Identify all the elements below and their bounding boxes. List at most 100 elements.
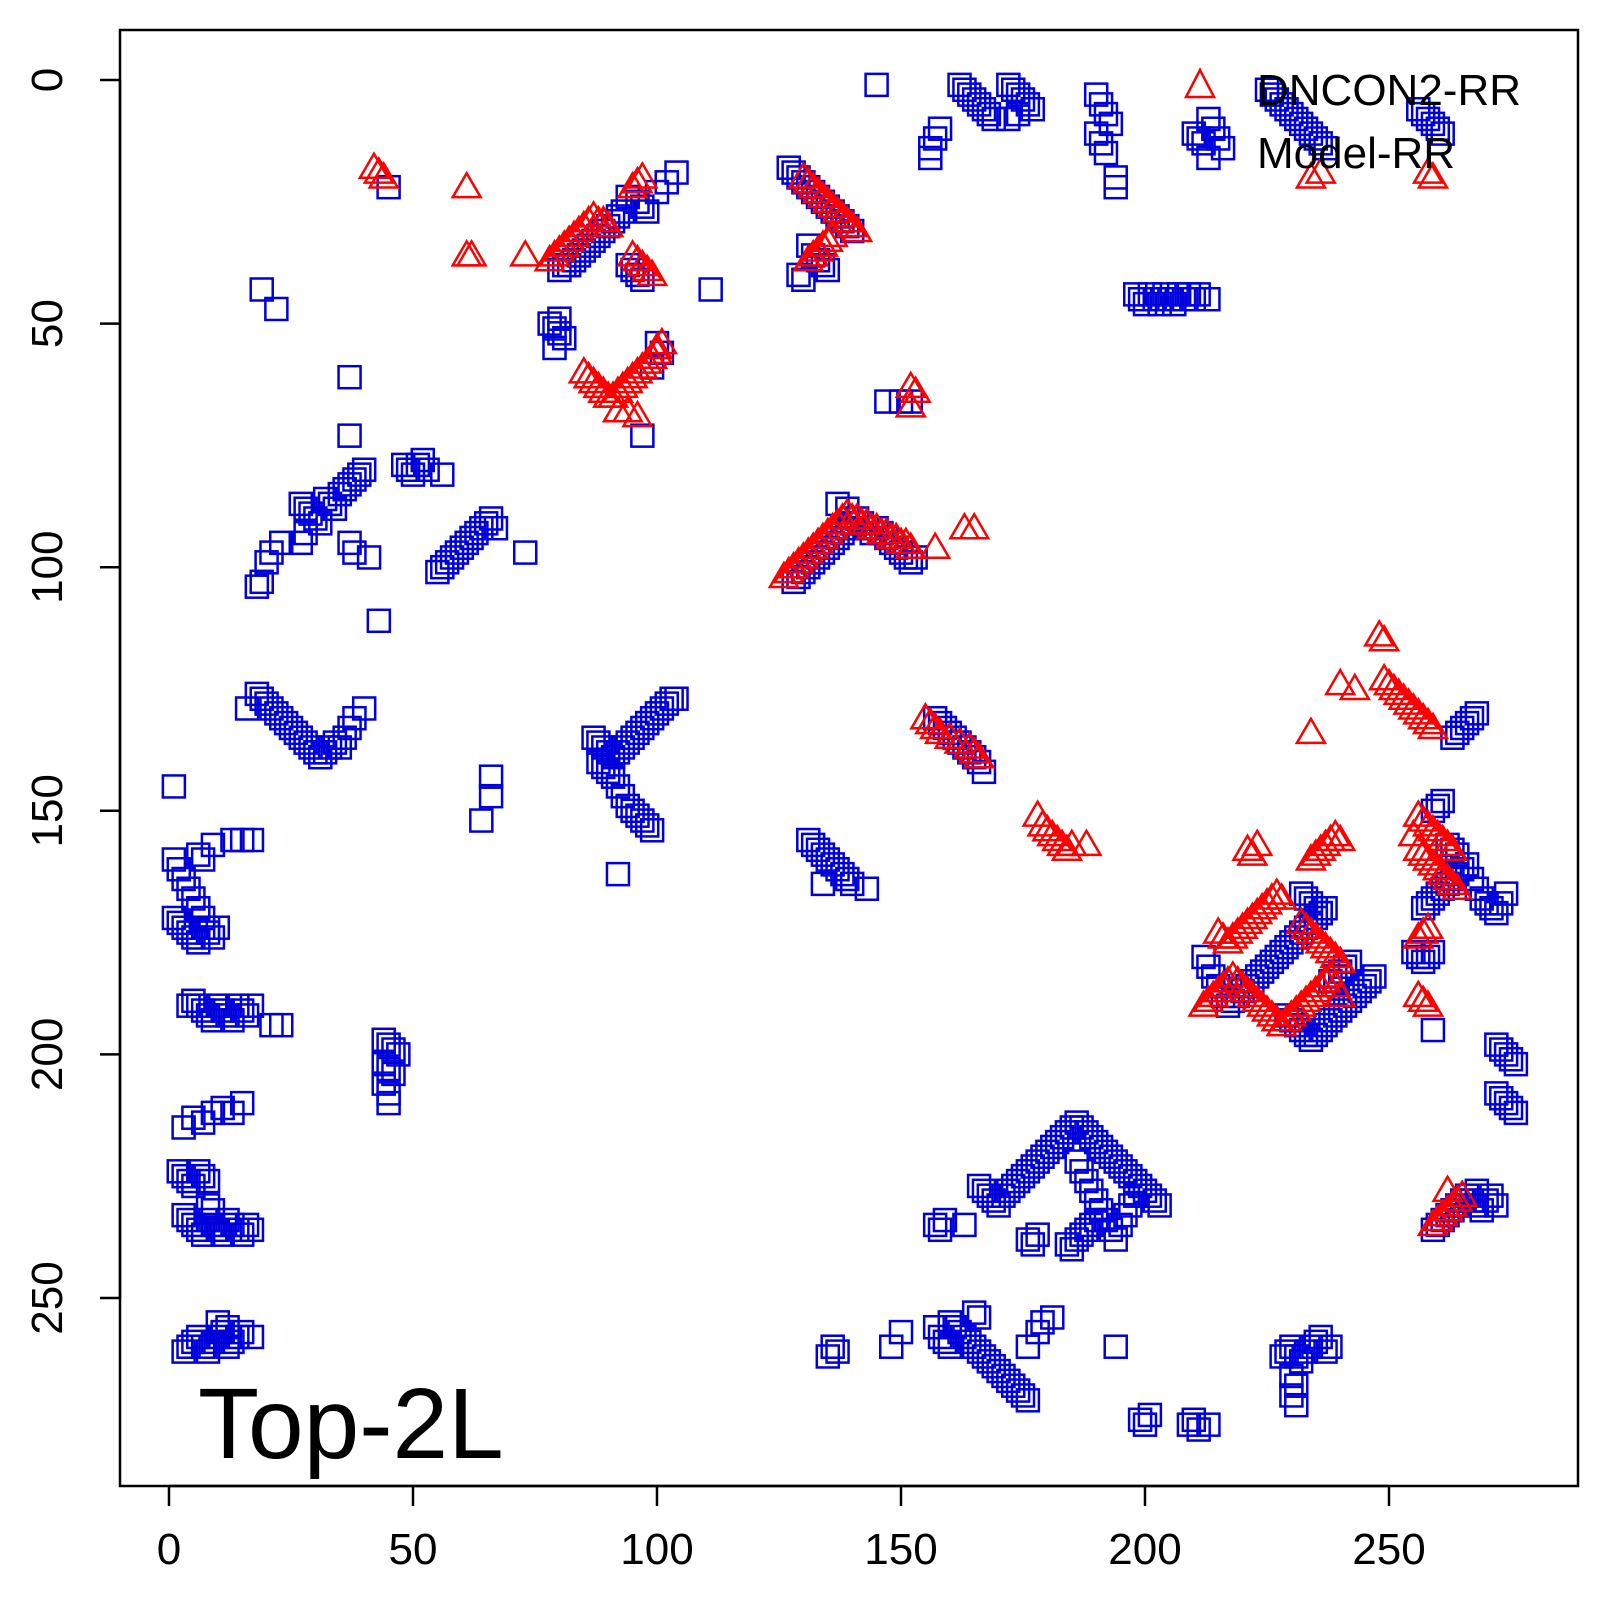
model-rr-point-435: [1103, 1227, 1128, 1252]
dncon2-rr-point-20: [616, 170, 649, 199]
dncon2-rr-point-76: [796, 531, 830, 559]
model-rr-point-7: [976, 101, 1002, 127]
dncon2-rr-point-148: [1231, 833, 1264, 862]
model-rr-point-624: [1464, 1178, 1490, 1204]
legend: DNCON2-RR Model-RR: [1183, 66, 1521, 178]
dncon2-rr-point-226: [1446, 1179, 1479, 1207]
model-rr-point-585: [1488, 891, 1514, 916]
model-rr-point-489: [1137, 1402, 1163, 1428]
model-rr-point-388: [215, 1314, 240, 1340]
model-rr-point-354: [190, 1163, 216, 1189]
dncon2-rr-point-222: [1426, 1198, 1459, 1227]
dncon2-rr-point-44: [640, 331, 674, 360]
model-rr-point-266: [478, 783, 504, 809]
model-rr-point-18: [1020, 96, 1046, 122]
model-rr-point-37: [1196, 145, 1221, 171]
dncon2-rr-point-95: [889, 526, 923, 555]
dncon2-rr-point-146: [1260, 877, 1293, 905]
dncon2-rr-point-119: [1367, 623, 1401, 652]
dncon2-rr-point-67: [894, 370, 927, 399]
dncon2-rr-point-70: [767, 560, 801, 589]
dncon2-rr-point-39: [621, 355, 654, 384]
dncon2-rr-point-21: [621, 165, 654, 194]
model-rr-point-488: [1132, 1412, 1158, 1437]
model-rr-point-0: [864, 72, 889, 98]
model-rr-point-95: [630, 423, 655, 448]
model-rr-point-425: [1142, 1188, 1168, 1213]
dncon2-rr-point-213: [1441, 872, 1474, 901]
dncon2-rr-point-139: [1226, 911, 1259, 939]
dncon2-rr-point-194: [1319, 818, 1352, 847]
model-rr-point-277: [835, 866, 860, 892]
model-rr-point-159: [342, 540, 367, 565]
dncon2-rr-point-108: [962, 740, 996, 769]
dncon2-rr-point-22: [626, 160, 659, 189]
model-rr-point-88: [547, 321, 572, 346]
model-rr-point-608: [1498, 1095, 1524, 1121]
model-rr-point-161: [366, 608, 392, 634]
dncon2-rr-point-130: [1416, 711, 1450, 740]
dncon2-rr-point-37: [611, 365, 644, 394]
dncon2-rr-point-129: [1411, 706, 1445, 735]
model-rr-point-491: [1181, 1407, 1207, 1433]
model-rr-point-168: [430, 462, 455, 487]
model-rr-point-329: [239, 993, 265, 1018]
dncon2-rr-point-189: [1294, 843, 1328, 871]
dncon2-rr-point-141: [1236, 901, 1269, 930]
model-rr-point-552: [1357, 969, 1382, 994]
x-tick-label-50: 50: [389, 1525, 438, 1574]
model-rr-point-505: [1279, 1363, 1304, 1389]
x-tick-label-200: 200: [1108, 1525, 1181, 1574]
model-rr-point-83: [698, 277, 723, 302]
model-rr-point-446: [1083, 1207, 1109, 1233]
model-rr-point-623: [1484, 1193, 1509, 1218]
dncon2-rr-point-71: [772, 555, 805, 584]
model-rr-point-157: [244, 574, 270, 599]
model-rr-point-49: [1308, 131, 1333, 156]
model-rr-point-482: [1040, 1305, 1065, 1330]
dncon2-rr-point-45: [645, 326, 679, 355]
dncon2-rr-point-19: [592, 209, 625, 238]
dncon2-rr-point-11: [552, 224, 586, 253]
dncon2-rr-point-3: [450, 170, 483, 199]
dncon2-rr-point-147: [1265, 882, 1298, 910]
dncon2-rr-point-133: [1294, 716, 1328, 745]
dncon2-rr-point-7: [533, 243, 566, 272]
model-rr-point-308: [200, 925, 226, 950]
model-rr-point-151: [293, 520, 318, 546]
legend-triangle-icon: [1183, 67, 1217, 99]
model-rr-point-348: [229, 1090, 255, 1116]
model-rr-point-315: [239, 827, 265, 853]
model-rr-point-26: [1088, 131, 1114, 156]
model-rr-point-622: [1479, 1183, 1504, 1208]
model-rr-point-27: [1093, 140, 1119, 166]
model-rr-point-341: [376, 1090, 401, 1116]
model-rr-point-371: [195, 1193, 221, 1218]
model-rr-point-149: [347, 462, 372, 487]
model-rr-point-508: [1284, 1392, 1309, 1418]
dncon2-rr-point-117: [1070, 828, 1103, 857]
dncon2-rr-point-155: [1206, 969, 1240, 998]
model-rr-point-207: [898, 550, 924, 575]
model-rr-point-426: [1147, 1193, 1172, 1218]
model-rr-point-370: [239, 1217, 265, 1243]
model-rr-point-386: [239, 1324, 265, 1350]
dncon2-rr-point-144: [1250, 886, 1284, 915]
dncon2-rr-point-215: [1406, 916, 1440, 944]
model-rr-point-369: [234, 1212, 260, 1238]
model-rr-point-609: [1503, 1100, 1529, 1126]
model-rr-point-568: [1420, 939, 1446, 965]
data-points: [161, 72, 1529, 1442]
dncon2-rr-point-188: [1324, 945, 1357, 974]
model-rr-point-133: [1196, 286, 1221, 312]
dncon2-rr-point-179: [1324, 979, 1357, 1008]
model-rr-point-91: [547, 306, 572, 331]
model-rr-point-160: [356, 545, 382, 570]
dncon2-rr-point-2: [367, 160, 400, 189]
model-rr-point-598: [1459, 705, 1485, 731]
dncon2-rr-point-192: [1309, 828, 1342, 857]
dncon2-rr-point-41: [631, 346, 664, 374]
dncon2-rr-point-81: [821, 506, 854, 535]
dncon2-rr-point-171: [1284, 989, 1318, 1017]
